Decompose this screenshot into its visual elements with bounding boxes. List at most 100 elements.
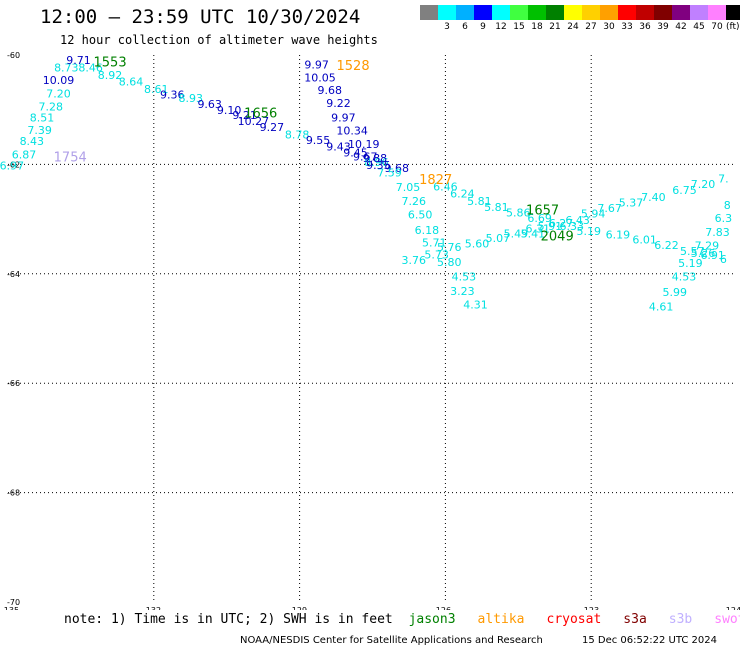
colorscale-swatch (582, 5, 600, 20)
lat-tick-label: -64 (7, 270, 20, 279)
colorscale-swatch (564, 5, 582, 20)
wave-height-value: 8.96 (364, 156, 389, 169)
wave-height-value: 9.71 (66, 54, 91, 67)
pass-time-label: 1528 (337, 59, 370, 74)
wave-height-value: 8.43 (20, 135, 45, 148)
colorscale-label: 24 (567, 22, 579, 32)
satellite-legend-swot: swot (714, 612, 740, 627)
lat-tick-label: -66 (7, 379, 20, 388)
wave-height-value: 6.19 (606, 228, 631, 241)
pass-time-label: 1553 (94, 56, 127, 71)
satellite-legend: jason3 altika cryosat s3a s3b swot (401, 612, 740, 627)
wave-height-value: 8.92 (98, 69, 123, 82)
wave-height-value: 9.63 (197, 98, 222, 111)
colorscale-swatch (726, 5, 740, 20)
colorscale-unit: (ft) (726, 22, 740, 32)
colorscale-swatch (456, 5, 474, 20)
wave-height-value: 6.43 (565, 214, 590, 227)
lat-tick-label: -62 (7, 160, 20, 169)
wave-height-value: 5.37 (619, 197, 644, 210)
colorscale-label: 30 (603, 22, 615, 32)
wave-height-value: 4.53 (452, 271, 477, 284)
colorscale-label: 45 (693, 22, 705, 32)
satellite-legend-s3a: s3a (623, 612, 647, 627)
note-text: note: 1) Time is in UTC; 2) SWH is in fe… (64, 612, 393, 627)
wave-height-value: 6.24 (450, 187, 475, 200)
wave-height-value: 4.31 (463, 298, 488, 311)
colorscale-swatch (672, 5, 690, 20)
wave-height-value: 9.10 (217, 104, 242, 117)
wave-height-value: 5.19 (577, 225, 602, 238)
wave-height-value: 6.33 (560, 220, 585, 233)
wave-height-value: 8 (724, 199, 731, 212)
wave-height-value: 4.61 (649, 301, 674, 314)
colorscale-swatch (708, 5, 726, 20)
colorscale-swatch (438, 5, 456, 20)
wave-height-value: 5.91 (538, 220, 563, 233)
wave-height-value: 9.88 (363, 152, 388, 165)
wave-height-value: 9.67 (353, 151, 378, 164)
colorscale-swatch (636, 5, 654, 20)
wave-height-value: 9.45 (343, 146, 368, 159)
wave-height-value: 7.83 (705, 226, 730, 239)
wave-height-value: 6.3 (715, 212, 733, 225)
wave-height-value: 10.27 (238, 115, 270, 128)
colorscale-label: 27 (585, 22, 597, 32)
wave-height-value: 7.59 (377, 167, 402, 180)
colorscale-swatch (528, 5, 546, 20)
colorscale-label: 12 (495, 22, 507, 32)
wave-height-value: 6.22 (654, 239, 679, 252)
wave-height-value: 6.01 (632, 233, 657, 246)
wave-height-value: 9.68 (385, 162, 410, 175)
wave-height-value: 8.61 (144, 83, 169, 96)
wave-height-value: 10.34 (336, 124, 368, 137)
wave-height-value: 5.81 (484, 201, 509, 214)
note-line: note: 1) Time is in UTC; 2) SWH is in fe… (64, 612, 740, 627)
wave-height-value: 6.46 (433, 180, 458, 193)
wave-height-value: 8.73 (54, 62, 79, 75)
wave-height-value: 9.36 (160, 88, 185, 101)
colorscale-swatch (510, 5, 528, 20)
wave-height-value: 5.60 (465, 238, 490, 251)
pass-time-label: 2049 (541, 230, 574, 245)
wave-height-value: 6.91 (700, 249, 725, 262)
pass-time-label: 1657 (526, 203, 559, 218)
colorscale-label: 3 (444, 22, 450, 32)
wave-height-map: -60 -62 -64 -66 -68 -70-135 -132 -129 -126 -123 -1… (0, 51, 740, 610)
colorscale-swatch (474, 5, 492, 20)
wave-height-value: 9.22 (326, 97, 351, 110)
wave-height-value: 7.67 (597, 202, 622, 215)
wave-height-value: 9.43 (326, 140, 351, 153)
colorscale-swatch (600, 5, 618, 20)
wave-height-value: 9.35 (366, 159, 391, 172)
wave-height-value: 10.09 (43, 74, 75, 87)
lat-tick-label: -60 (7, 51, 20, 60)
satellite-legend-jason3: jason3 (408, 612, 456, 627)
wave-height-value: 10.19 (348, 138, 380, 151)
colorscale-label: 39 (657, 22, 669, 32)
colorscale-label: 42 (675, 22, 687, 32)
colorscale-swatch (654, 5, 672, 20)
wave-height-value: 7.20 (46, 87, 71, 100)
pass-time-label: 1656 (244, 106, 277, 121)
colorscale-label: 18 (531, 22, 543, 32)
wave-height-value: 8.78 (285, 128, 310, 141)
wave-height-value: 5.19 (678, 257, 703, 270)
colorscale-swatch (546, 5, 564, 20)
wave-height-value: 7.39 (27, 124, 52, 137)
satellite-legend-s3b: s3b (668, 612, 693, 627)
wave-height-value: 9.97 (304, 58, 329, 71)
wave-height-value: 7.29 (695, 239, 720, 252)
colorscale-label: 36 (639, 22, 651, 32)
lon-tick-label: -124 (723, 606, 740, 610)
wave-height-value: 5.94 (581, 208, 606, 221)
colorscale-label: 70 (711, 22, 723, 32)
wave-height-value: 8.51 (30, 111, 55, 124)
wave-height-value: 9.21 (232, 109, 257, 122)
wave-height-value: 9.55 (306, 134, 331, 147)
wave-height-value: 5.07 (486, 232, 511, 245)
pass-time-label: 1827 (419, 173, 452, 188)
wave-height-value: 6.75 (672, 184, 697, 197)
wave-height-value: 5.73 (424, 249, 449, 262)
colorscale-label: 33 (621, 22, 633, 32)
